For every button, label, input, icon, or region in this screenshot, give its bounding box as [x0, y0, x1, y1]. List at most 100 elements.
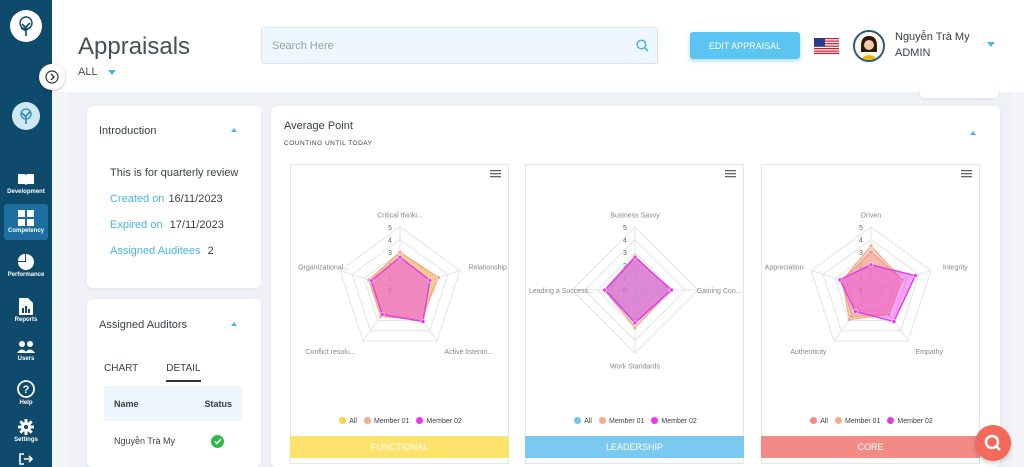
radar-tick-label: 4 [623, 238, 627, 245]
radar-axis-label: Authenticity [790, 349, 827, 356]
avatar[interactable] [853, 30, 885, 62]
leadership-radar-chart: 0 1 2 3 4 5 Business Savvy Gaining Con... Work S… [525, 164, 744, 464]
introduction-card: Introduction This is for quarterly revie… [87, 106, 261, 288]
legend-item[interactable]: Member 02 [887, 417, 933, 425]
radar-grid-ring [846, 264, 896, 311]
tab-chart[interactable]: CHART [104, 363, 139, 374]
legend-item[interactable]: Member 01 [834, 417, 880, 425]
expired-on: Expired on 17/11/2023 [110, 219, 224, 231]
radar-tick-label: 0 [623, 288, 627, 295]
report-icon [19, 297, 33, 315]
radar-point [891, 319, 897, 324]
expired-value: 17/11/2023 [169, 219, 224, 231]
radar-point [427, 277, 433, 283]
legend-label: All [349, 418, 357, 425]
gear-icon [18, 419, 34, 435]
edit-appraisal-button[interactable]: EDIT APPRAISAL [690, 32, 800, 59]
chart-menu-icon[interactable] [961, 170, 972, 178]
app-logo[interactable] [10, 10, 42, 42]
collapse-caret-icon[interactable] [231, 322, 237, 326]
radar-tick-label: 2 [388, 263, 392, 270]
average-point-card: Average Point COUNTING UNTIL TODAY 0 1 2 3 4… [271, 106, 1000, 467]
legend-label: Member 02 [426, 418, 462, 425]
radar-axis-label: Gaining Con... [697, 288, 742, 295]
table-row[interactable]: Nguyễn Trà My [104, 421, 242, 461]
sidebar-item-users[interactable]: Users [4, 333, 48, 369]
radar-axis-label: Conflict resolu... [305, 349, 355, 356]
legend-item[interactable]: All [339, 417, 357, 425]
sidebar-item-reports[interactable]: Reports [4, 292, 48, 328]
radar-svg: 0 1 2 3 4 5 Critical thinki... Relationship Acti… [298, 212, 507, 356]
radar-series-area [370, 256, 431, 323]
top-header: Appraisals ALL EDIT APPRAISAL Nguyễn Trà… [52, 0, 1024, 92]
sidebar-item-label: Settings [14, 437, 38, 443]
radar-point [886, 312, 892, 317]
legend-label: Member 02 [897, 418, 933, 425]
tab-detail[interactable]: DETAIL [166, 363, 201, 382]
radar-tick-label: 2 [859, 263, 863, 270]
radar-tick-label: 4 [388, 238, 392, 245]
legend-item[interactable]: Member 01 [363, 417, 409, 425]
chart-menu-icon[interactable] [725, 170, 736, 178]
chart-menu-icon[interactable] [490, 170, 501, 178]
radar-point [436, 275, 441, 280]
legend-item[interactable]: All [574, 417, 592, 425]
sidebar-item-settings[interactable]: Settings [4, 413, 48, 449]
legend-dot-icon [416, 417, 424, 424]
collapse-caret-icon[interactable] [231, 128, 237, 132]
legend-dot-icon [363, 417, 371, 424]
legend-label: Member 02 [661, 418, 697, 425]
user-role: ADMIN [895, 47, 931, 59]
radar-point [368, 278, 374, 283]
sidebar-item-label: Performance [7, 272, 45, 278]
sidebar-item-performance[interactable]: Performance [4, 248, 48, 284]
legend-item[interactable]: Member 02 [416, 417, 462, 425]
legend-dot-icon [834, 417, 842, 424]
collapse-caret-icon[interactable] [970, 131, 976, 135]
sidebar-item-development[interactable]: Development [4, 166, 48, 202]
created-on: Created on 16/11/2023 [110, 193, 223, 205]
radar-grid-ring [858, 276, 884, 301]
sidebar-toggle-button[interactable] [39, 64, 65, 90]
user-name: Nguyễn Trà My [895, 31, 970, 43]
radar-point [632, 325, 638, 331]
auditors-table: Name Status Nguyễn Trà My [104, 386, 242, 461]
grid-icon [18, 210, 34, 226]
chart-category-label: FUNCTIONAL [290, 436, 509, 458]
radar-series-area [603, 256, 673, 324]
tree-logo-icon [19, 16, 33, 36]
legend-dot-icon [810, 417, 818, 424]
radar-point [913, 273, 918, 278]
org-logo [12, 102, 40, 130]
help-chat-button[interactable] [975, 425, 1011, 461]
sidebar-item-logout[interactable] [4, 452, 48, 467]
legend-dot-icon [574, 417, 582, 424]
radar-tick-label: 0 [388, 288, 392, 295]
radar-tick-label: 4 [859, 238, 863, 245]
sidebar-item-help[interactable]: ? Help [4, 375, 48, 411]
created-label: Created on [110, 193, 165, 205]
legend-item[interactable]: Member 01 [598, 417, 644, 425]
column-name: Name [114, 398, 139, 409]
radar-grid-ring [834, 251, 908, 322]
legend-item[interactable]: Member 02 [651, 417, 697, 425]
legend-dot-icon [339, 417, 347, 424]
introduction-description: This is for quarterly review [110, 167, 239, 179]
auditees-label: Assigned Auditees [110, 245, 201, 257]
radar-point [849, 314, 855, 319]
search-input[interactable] [262, 28, 657, 63]
legend-item[interactable]: All [810, 417, 828, 425]
created-value: 16/11/2023 [168, 193, 223, 205]
sidebar-item-competency[interactable]: Competency [4, 204, 48, 240]
auditor-name: Nguyễn Trà My [114, 436, 176, 446]
radar-tick-label: 3 [859, 250, 863, 257]
auditees-value: 2 [207, 245, 214, 257]
us-flag-icon[interactable] [814, 38, 839, 54]
radar-tick-label: 5 [388, 225, 392, 232]
radar-point [853, 309, 858, 314]
search-icon[interactable] [636, 39, 649, 52]
filter-dropdown[interactable]: ALL [78, 66, 116, 78]
average-subtitle: COUNTING UNTIL TODAY [284, 140, 373, 147]
book-icon [18, 174, 34, 186]
user-menu-caret-icon[interactable] [987, 42, 995, 47]
